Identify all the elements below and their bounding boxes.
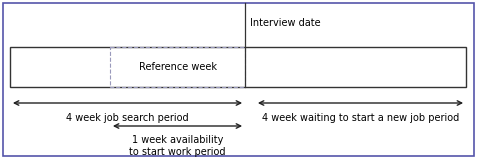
Bar [10,47,466,87]
Text: Reference week: Reference week [139,62,217,72]
Text: 1 week availability
to start work period: 1 week availability to start work period [129,135,226,157]
Text: Interview date: Interview date [250,18,321,28]
Text: 4 week waiting to start a new job period: 4 week waiting to start a new job period [262,113,459,123]
Text: 4 week job search period: 4 week job search period [66,113,189,123]
Bar [110,47,245,87]
